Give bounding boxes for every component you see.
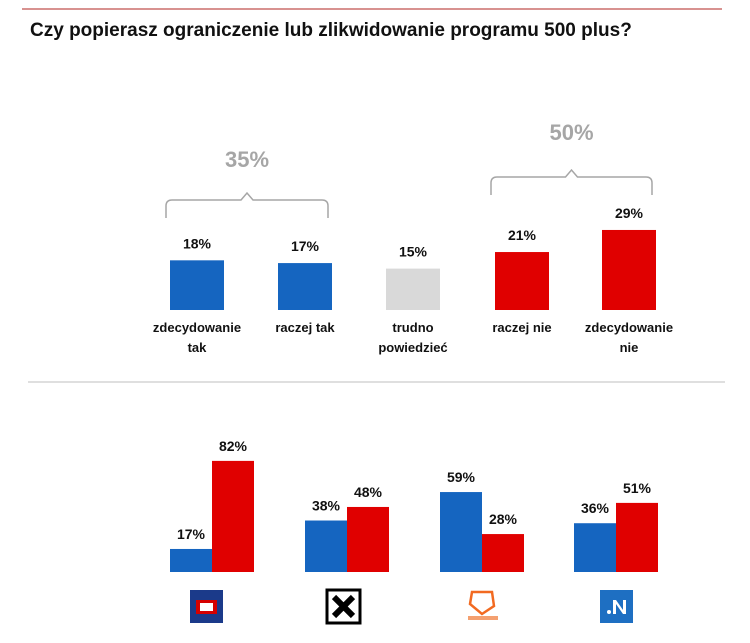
bracket [165,191,329,218]
category-label: raczej nie [492,320,552,335]
bar [170,548,212,572]
bar [212,460,254,572]
bar [440,492,482,572]
bar [602,229,656,310]
value-label: 48% [354,484,383,500]
value-label: 82% [219,438,248,454]
value-label: 15% [399,244,428,260]
logo-pis [190,590,223,623]
bar [278,263,332,310]
category-label: zdecydowanie tak [152,320,242,355]
value-label: 17% [177,526,206,542]
bar [574,523,616,572]
bar [305,520,347,572]
value-label: 21% [508,227,537,243]
category-label: trudno powiedzieć [378,320,448,355]
bar [616,502,658,572]
category-label: raczej tak [275,320,335,335]
annotation: 50% [549,120,593,145]
bar [482,534,524,572]
logo-po [468,590,498,620]
value-label: 28% [489,511,518,527]
logo-kukiz [325,588,362,625]
bracket [490,168,653,195]
bar [386,268,440,310]
bar [170,260,224,310]
value-label: 59% [447,469,476,485]
category-label: zdecydowanie nie [584,320,674,355]
value-label: 38% [312,498,341,514]
value-label: 51% [623,480,652,496]
bar [347,506,389,572]
annotation: 35% [225,147,269,172]
value-label: 29% [615,205,644,221]
logo-n [600,590,633,623]
value-label: 17% [291,238,320,254]
bar [495,252,549,310]
title: Czy popierasz ograniczenie lub zlikwidow… [30,20,632,41]
value-label: 36% [581,500,610,516]
value-label: 18% [183,235,212,251]
